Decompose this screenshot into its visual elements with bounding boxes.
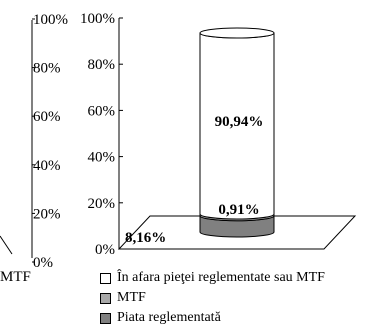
value-label-mtf: 0,91% (218, 202, 259, 218)
y-tick-label: 100% (80, 11, 115, 27)
stacked-cylinder (199, 27, 275, 238)
left-partial-diagonal (0, 235, 13, 255)
left-y-tick-label: 20% (33, 206, 61, 222)
left-partial-xlabel: MTF (0, 269, 31, 285)
y-tick-label: 60% (88, 103, 116, 119)
left-y-tick-label: 40% (33, 158, 61, 174)
left-y-tick-label: 80% (33, 61, 61, 77)
legend-item-mtf: MTF (100, 288, 325, 308)
left-y-tick-label: 100% (33, 12, 68, 28)
y-tick-label: 0% (95, 242, 115, 258)
legend-label-regulated: Piata reglementată (117, 310, 221, 325)
legend: În afara pieţei reglementate sau MTF MTF… (100, 268, 325, 328)
legend-swatch-mtf (100, 292, 111, 304)
legend-swatch-outside (100, 272, 111, 284)
left-y-tick-label: 0% (33, 255, 53, 271)
legend-label-outside: În afara pieţei reglementate sau MTF (117, 270, 325, 285)
y-tick-label: 20% (88, 196, 116, 212)
left-y-tick-label: 60% (33, 109, 61, 125)
legend-item-regulated: Piata reglementată (100, 308, 325, 328)
legend-item-outside: În afara pieţei reglementate sau MTF (100, 268, 325, 288)
cylinder-top-cap (199, 27, 275, 39)
y-tick-label: 40% (88, 150, 116, 166)
cylinder-segment-outside (199, 32, 275, 220)
cylinder-segment-regulated (199, 215, 275, 238)
value-label-outside: 90,94% (215, 114, 264, 130)
main-plot: 0% 20% 40% 60% 80% 100% 8,16% 0,91% 90,94% (80, 11, 357, 258)
value-label-regulated: 8,16% (125, 230, 166, 246)
legend-swatch-regulated (100, 312, 111, 324)
legend-label-mtf: MTF (117, 290, 146, 305)
left-partial-chart: 0% 20% 40% 60% 80% 100% MTF (0, 12, 68, 285)
y-tick-label: 80% (88, 57, 116, 73)
